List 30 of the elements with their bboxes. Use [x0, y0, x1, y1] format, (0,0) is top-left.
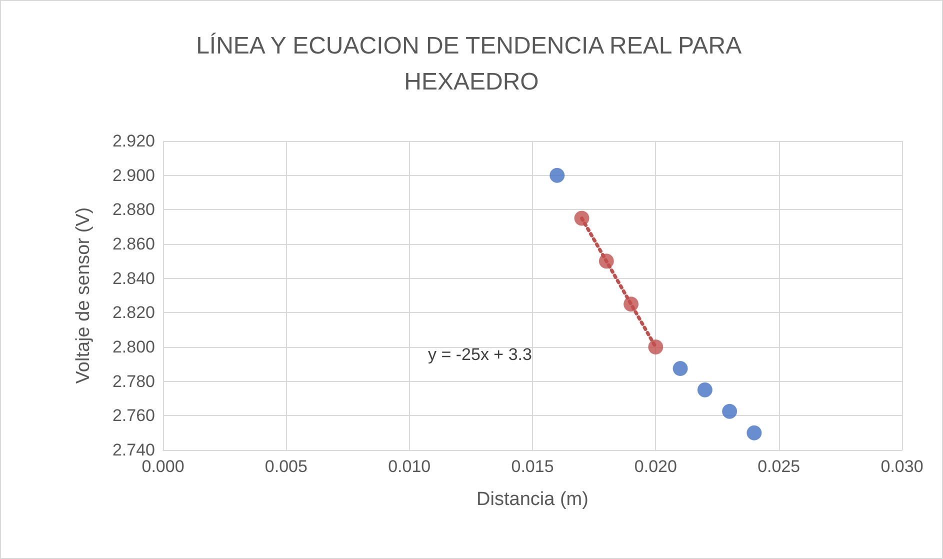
y-tick-label: 2.920 — [112, 132, 155, 150]
y-tick-label: 2.880 — [112, 200, 155, 220]
point — [722, 404, 738, 419]
y-tick-label: 2.860 — [112, 234, 155, 254]
x-axis-title: Distancia (m) — [476, 489, 588, 510]
y-tick-label: 2.900 — [112, 166, 155, 185]
point — [598, 254, 614, 269]
x-tick-label: 0.005 — [264, 457, 308, 476]
point — [550, 168, 565, 183]
y-tick-label: 2.780 — [112, 372, 155, 391]
point — [672, 360, 688, 376]
y-tick-label: 2.820 — [112, 303, 155, 322]
point — [624, 296, 639, 312]
y-tick-label: 2.800 — [112, 338, 155, 356]
point — [648, 340, 664, 354]
x-tick-label: 0.010 — [388, 457, 431, 476]
chart-title: LÍNEA Y ECUACION DE TENDENCIA REAL PARA HEXAEDRO — [196, 32, 747, 96]
y-axis-title: Voltaje de sensor (V) — [73, 207, 94, 384]
point — [697, 382, 712, 398]
y-tick-label: 2.740 — [112, 440, 155, 460]
y-tick-label: 2.760 — [112, 406, 155, 426]
point — [574, 210, 590, 226]
x-tick-label: 0.000 — [142, 457, 184, 476]
annotation: y = -25x + 3.3 — [428, 345, 532, 364]
x-tick-label: 0.030 — [880, 457, 924, 476]
y-tick-label: 2.840 — [112, 268, 155, 288]
x-tick-label: 0.025 — [758, 457, 800, 476]
x-tick-label: 0.015 — [511, 457, 554, 476]
point — [746, 425, 762, 440]
x-tick-label: 0.020 — [634, 457, 677, 476]
